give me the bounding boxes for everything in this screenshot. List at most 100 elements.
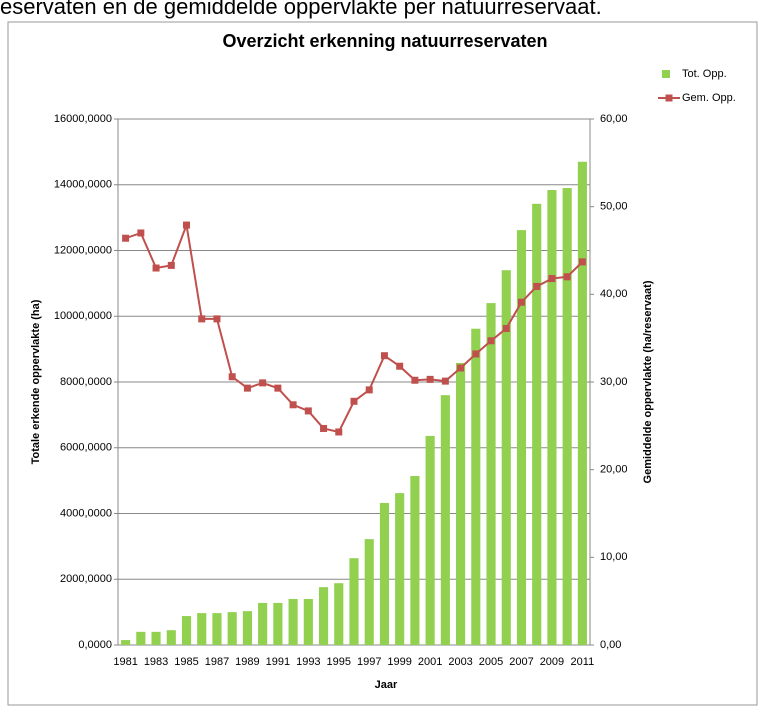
marker bbox=[396, 362, 404, 370]
y2-axis-title: Gemiddelde oppervlakte (ha/reservaat) bbox=[642, 280, 654, 483]
marker bbox=[502, 325, 510, 333]
x-tick-label: 2003 bbox=[448, 656, 472, 668]
marker bbox=[457, 364, 465, 372]
y-axis-title: Totale erkende oppervlakte (ha) bbox=[30, 299, 42, 464]
bar bbox=[242, 611, 252, 645]
x-tick-label: 1991 bbox=[266, 656, 290, 668]
x-tick-label: 1981 bbox=[113, 656, 137, 668]
y-tick-label: 12000,0000 bbox=[54, 244, 112, 256]
bar bbox=[212, 613, 222, 645]
x-tick-label: 1993 bbox=[296, 656, 320, 668]
marker bbox=[426, 375, 434, 383]
marker bbox=[259, 379, 267, 387]
marker bbox=[198, 315, 206, 323]
marker bbox=[304, 407, 312, 415]
chart-title: Overzicht erkenning natuurreservaten bbox=[222, 31, 547, 51]
chart-frame bbox=[7, 21, 758, 706]
marker bbox=[350, 397, 358, 405]
marker bbox=[137, 229, 145, 237]
marker bbox=[548, 275, 556, 283]
y2-tick-label: 60,00 bbox=[600, 113, 628, 125]
marker bbox=[289, 401, 297, 409]
legend-swatch bbox=[665, 94, 673, 102]
y2-tick-label: 40,00 bbox=[600, 288, 628, 300]
y-tick-label: 16000,0000 bbox=[54, 113, 112, 125]
marker bbox=[441, 377, 449, 385]
x-tick-label: 2007 bbox=[509, 656, 533, 668]
bar bbox=[532, 203, 542, 645]
marker bbox=[213, 315, 221, 323]
x-tick-label: 1995 bbox=[327, 656, 351, 668]
legend-label: Tot. Opp. bbox=[682, 68, 727, 80]
bar bbox=[577, 161, 587, 646]
bar bbox=[471, 328, 481, 645]
marker bbox=[228, 373, 236, 381]
bar bbox=[121, 640, 131, 645]
y2-tick-label: 50,00 bbox=[600, 201, 628, 213]
x-tick-label: 2009 bbox=[540, 656, 564, 668]
bar bbox=[136, 631, 146, 645]
bar bbox=[395, 493, 405, 645]
bar bbox=[197, 613, 207, 645]
marker bbox=[167, 261, 175, 269]
y-tick-label: 0,0000 bbox=[78, 639, 112, 651]
y-tick-label: 8000,0000 bbox=[60, 376, 112, 388]
bar bbox=[456, 362, 466, 645]
x-tick-label: 1997 bbox=[357, 656, 381, 668]
x-tick-label: 2011 bbox=[571, 656, 595, 668]
y2-tick-label: 10,00 bbox=[600, 551, 628, 563]
bar bbox=[486, 303, 496, 645]
y-tick-label: 4000,0000 bbox=[60, 507, 112, 519]
bar bbox=[318, 587, 329, 645]
caption: eservaten en de gemiddelde oppervlakte p… bbox=[0, 0, 602, 19]
legend-label: Gem. Opp. bbox=[682, 92, 736, 104]
x-axis-title: Jaar bbox=[375, 679, 398, 691]
marker bbox=[243, 384, 251, 392]
x-tick-label: 1983 bbox=[144, 656, 168, 668]
marker bbox=[472, 350, 480, 358]
y-tick-label: 14000,0000 bbox=[54, 179, 112, 191]
x-tick-label: 1985 bbox=[174, 656, 198, 668]
bar bbox=[303, 598, 313, 645]
marker bbox=[152, 264, 160, 272]
bar bbox=[288, 598, 298, 645]
bar bbox=[562, 188, 572, 645]
marker bbox=[411, 376, 419, 384]
y-tick-label: 2000,0000 bbox=[60, 573, 112, 585]
x-tick-label: 2001 bbox=[418, 656, 442, 668]
bar bbox=[227, 612, 237, 645]
y-tick-label: 6000,0000 bbox=[60, 442, 112, 454]
bar bbox=[516, 230, 527, 645]
bar bbox=[501, 270, 511, 645]
marker bbox=[183, 221, 191, 229]
bar bbox=[258, 602, 268, 645]
marker bbox=[335, 428, 343, 436]
bar bbox=[425, 435, 435, 645]
marker bbox=[533, 282, 541, 290]
bar bbox=[440, 395, 450, 645]
marker bbox=[380, 352, 388, 360]
y2-tick-label: 0,00 bbox=[600, 639, 621, 651]
marker bbox=[274, 384, 282, 392]
legend-swatch bbox=[662, 70, 670, 78]
marker bbox=[365, 386, 373, 394]
bar bbox=[379, 502, 390, 645]
bar bbox=[547, 190, 557, 645]
bar bbox=[273, 602, 283, 645]
x-tick-label: 2005 bbox=[479, 656, 503, 668]
x-tick-label: 1987 bbox=[205, 656, 229, 668]
bar bbox=[334, 583, 344, 645]
y2-tick-label: 30,00 bbox=[600, 376, 628, 388]
marker bbox=[122, 234, 130, 242]
x-tick-label: 1999 bbox=[387, 656, 411, 668]
x-tick-label: 1989 bbox=[235, 656, 259, 668]
bar bbox=[166, 630, 176, 645]
marker bbox=[487, 337, 495, 345]
bar bbox=[410, 476, 420, 645]
y2-tick-label: 20,00 bbox=[600, 464, 628, 476]
y-tick-label: 10000,0000 bbox=[54, 310, 112, 322]
bar bbox=[151, 631, 161, 645]
bar bbox=[349, 558, 359, 645]
marker bbox=[320, 424, 328, 432]
